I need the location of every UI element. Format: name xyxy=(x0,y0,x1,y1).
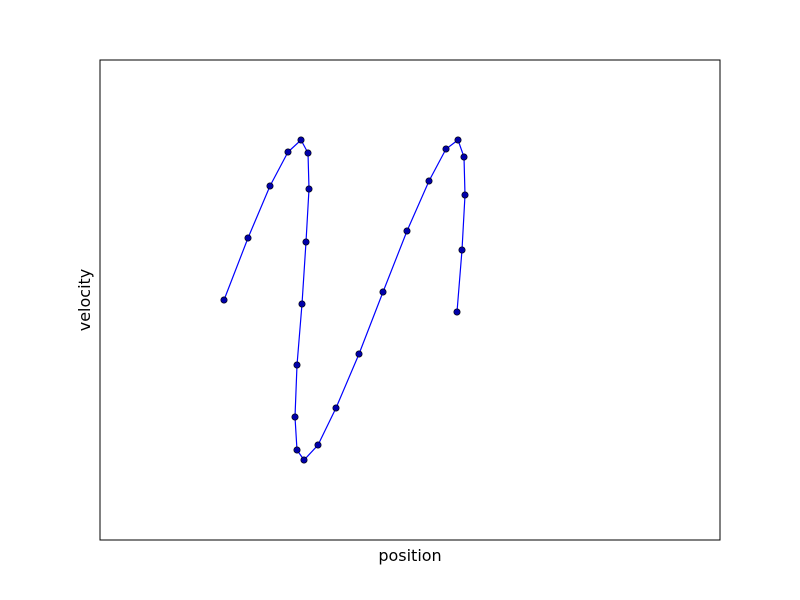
data-point xyxy=(458,246,466,254)
data-point xyxy=(266,182,274,190)
data-point xyxy=(293,361,301,369)
data-point xyxy=(355,350,363,358)
plot-frame xyxy=(99,59,721,541)
data-point xyxy=(332,404,340,412)
data-point xyxy=(298,300,306,308)
data-point xyxy=(425,177,433,185)
data-point xyxy=(291,413,299,421)
data-point xyxy=(461,191,469,199)
data-point xyxy=(442,145,450,153)
data-point xyxy=(220,296,228,304)
data-point xyxy=(304,149,312,157)
data-point xyxy=(379,288,387,296)
data-point xyxy=(403,227,411,235)
data-point xyxy=(453,308,461,316)
x-axis-label: position xyxy=(378,546,441,565)
y-axis-label: velocity xyxy=(75,269,94,332)
data-point xyxy=(305,185,313,193)
data-point xyxy=(460,153,468,161)
data-point xyxy=(293,446,301,454)
data-point xyxy=(244,234,252,242)
data-point xyxy=(297,136,305,144)
data-point xyxy=(314,441,322,449)
data-point xyxy=(302,238,310,246)
data-point xyxy=(454,136,462,144)
data-point xyxy=(284,148,292,156)
data-point xyxy=(300,456,308,464)
